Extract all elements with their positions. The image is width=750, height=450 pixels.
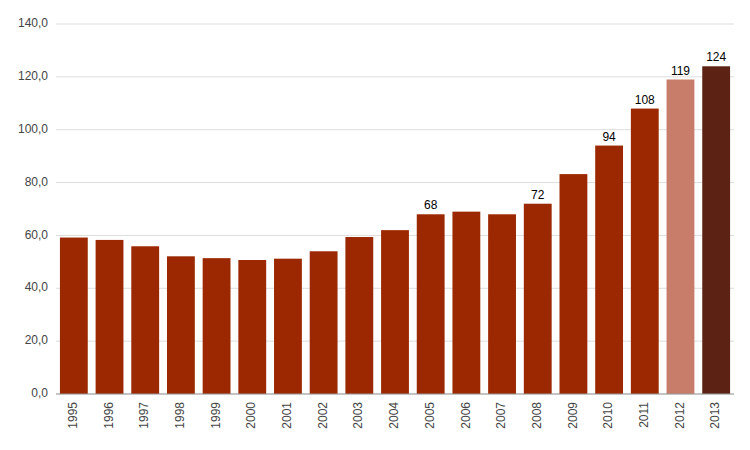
bar [274, 259, 302, 394]
bar [631, 109, 659, 394]
bar [560, 174, 588, 394]
grid-line [56, 394, 734, 395]
x-tick-label: 2009 [566, 402, 580, 429]
x-tick-label: 2000 [244, 402, 258, 429]
data-label: 119 [671, 64, 690, 78]
bar [60, 238, 88, 394]
bar [702, 66, 730, 394]
bar [131, 246, 159, 394]
bar [667, 80, 695, 395]
chart-svg: 0,0 20,0 40,0 60,0 80,0 100,0 120,0 140,0 68 72 94… [0, 0, 750, 450]
bar [345, 237, 373, 394]
y-axis: 0,0 20,0 40,0 60,0 80,0 100,0 120,0 140,0 [18, 16, 734, 400]
data-label: 108 [635, 93, 655, 107]
x-tick-label: 2002 [316, 402, 330, 429]
grid-line [56, 76, 734, 77]
chart-container: 0,0 20,0 40,0 60,0 80,0 100,0 120,0 140,0 68 72 94… [0, 0, 750, 450]
x-axis: 1995 1996 1997 1998 1999 2000 2001 2002 2003 2004… [66, 402, 722, 429]
x-tick-label: 2005 [423, 402, 437, 429]
bar [203, 258, 231, 394]
y-tick-label: 20,0 [25, 333, 49, 347]
x-tick-label: 2013 [708, 402, 722, 429]
data-label: 68 [424, 198, 438, 212]
bar [96, 240, 124, 394]
data-label: 72 [531, 188, 545, 202]
data-labels: 68 72 94 108 119 124 [424, 50, 726, 212]
x-tick-label: 2012 [673, 402, 687, 429]
x-tick-label: 2010 [601, 402, 615, 429]
x-tick-label: 2008 [530, 402, 544, 429]
y-tick-label: 0,0 [31, 386, 48, 400]
bar [310, 251, 338, 394]
bar [488, 214, 516, 394]
x-axis-line [56, 394, 734, 395]
bar [595, 146, 623, 394]
y-tick-label: 40,0 [25, 280, 49, 294]
x-tick-label: 2006 [459, 402, 473, 429]
bar [417, 214, 445, 394]
x-tick-label: 2007 [494, 402, 508, 429]
x-tick-label: 2003 [351, 402, 365, 429]
page: {"chart_data": {"type": "bar", "categori… [0, 0, 750, 450]
x-tick-label: 2004 [387, 402, 401, 429]
y-tick-label: 100,0 [18, 122, 48, 136]
bar [238, 260, 266, 394]
x-tick-label: 2011 [637, 402, 651, 428]
x-tick-label: 1997 [137, 402, 151, 429]
x-tick-label: 1998 [173, 402, 187, 429]
y-tick-label: 60,0 [25, 228, 49, 242]
y-tick-label: 120,0 [18, 69, 48, 83]
bar [381, 230, 409, 394]
y-tick-label: 140,0 [18, 16, 48, 30]
x-tick-label: 1999 [209, 402, 223, 429]
grid-line [56, 24, 734, 25]
data-label: 124 [706, 50, 726, 64]
data-label: 94 [602, 130, 616, 144]
bar [452, 212, 480, 394]
x-tick-label: 1995 [66, 402, 80, 429]
bar [167, 256, 195, 394]
x-tick-label: 2001 [280, 402, 294, 429]
bar [524, 204, 552, 394]
y-tick-label: 80,0 [25, 175, 49, 189]
bars [60, 66, 730, 394]
x-tick-label: 1996 [102, 402, 116, 429]
